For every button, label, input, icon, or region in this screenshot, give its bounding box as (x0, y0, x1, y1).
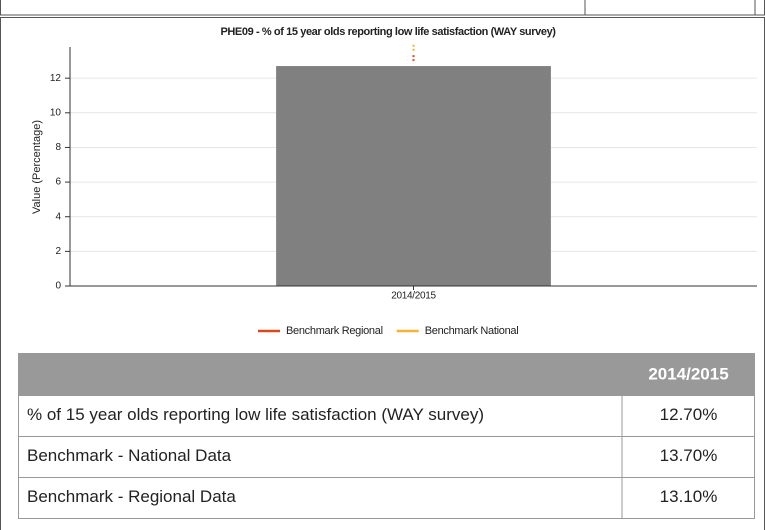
table-row (18, 436, 755, 478)
column-header: 2014/2015 (648, 364, 728, 383)
row-label: % of 15 year olds reporting low life sat… (27, 405, 484, 424)
bar (276, 66, 551, 287)
row-value: 13.70% (660, 446, 718, 465)
legend-label: Benchmark National (425, 325, 519, 337)
y-tick-label: 4 (55, 211, 61, 222)
table-row (18, 477, 755, 519)
chart-title: PHE09 - % of 15 year olds reporting low … (220, 26, 556, 38)
legend-label: Benchmark Regional (286, 325, 383, 337)
row-label: Benchmark - National Data (27, 446, 232, 465)
y-axis-label: Value (Percentage) (31, 120, 43, 214)
y-tick-label: 6 (55, 177, 61, 188)
y-tick-label: 8 (55, 142, 61, 153)
row-label: Benchmark - Regional Data (27, 487, 236, 506)
row-value: 12.70% (660, 405, 718, 424)
x-tick-label: 2014/2015 (391, 291, 436, 302)
row-value: 13.10% (660, 487, 718, 506)
y-tick-label: 12 (50, 73, 62, 84)
y-tick-label: 10 (50, 107, 62, 118)
cut-row (0, 0, 765, 16)
y-tick-label: 0 (55, 281, 61, 292)
y-tick-label: 2 (55, 246, 61, 257)
table-header (18, 353, 755, 395)
